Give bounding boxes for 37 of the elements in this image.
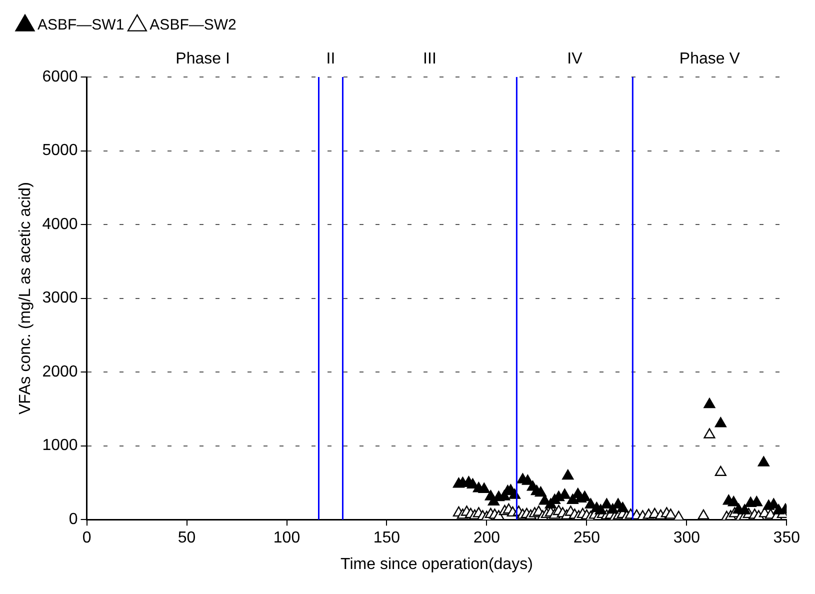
- point: [714, 417, 726, 428]
- legend-label: ASBF—SW1: [38, 16, 124, 34]
- text: IV: [567, 50, 583, 68]
- point: [616, 502, 628, 512]
- point: [584, 498, 596, 508]
- point: [534, 486, 546, 497]
- x-tick-label: 200: [473, 530, 500, 547]
- text: Phase I: [176, 50, 230, 68]
- point: [738, 504, 750, 514]
- x-tick-label: 350: [773, 530, 800, 547]
- point: [704, 398, 716, 408]
- x-tick-label: 0: [82, 530, 92, 547]
- y-tick-label: 2000: [42, 363, 78, 380]
- y-tick-label: 1000: [42, 437, 78, 454]
- point: [758, 456, 770, 466]
- y-tick-label: 3000: [42, 290, 78, 307]
- text: II: [326, 50, 336, 68]
- text: Phase V: [679, 50, 740, 68]
- point: [478, 482, 490, 493]
- x-tick-label: 300: [673, 530, 700, 547]
- x-tick-label: 250: [573, 530, 600, 547]
- text: III: [423, 50, 436, 68]
- y-axis-title: VFAs conc. (mg/L as acetic acid): [17, 182, 34, 414]
- y-tick-label: 5000: [42, 142, 78, 160]
- point: [728, 496, 740, 506]
- x-axis-title: Time since operation(days): [340, 556, 533, 573]
- y-tick-label: 6000: [42, 68, 78, 86]
- x-tick-label: 100: [273, 530, 300, 547]
- point: [562, 469, 574, 480]
- point: [594, 504, 606, 514]
- x-tick-label: 150: [373, 530, 400, 547]
- legend-label: ASBF—SW2: [150, 16, 236, 34]
- x-tick-label: 50: [178, 530, 196, 547]
- y-tick-label: 4000: [42, 216, 78, 233]
- y-tick-label: 0: [68, 511, 78, 528]
- point: [600, 498, 612, 508]
- point: [522, 474, 534, 485]
